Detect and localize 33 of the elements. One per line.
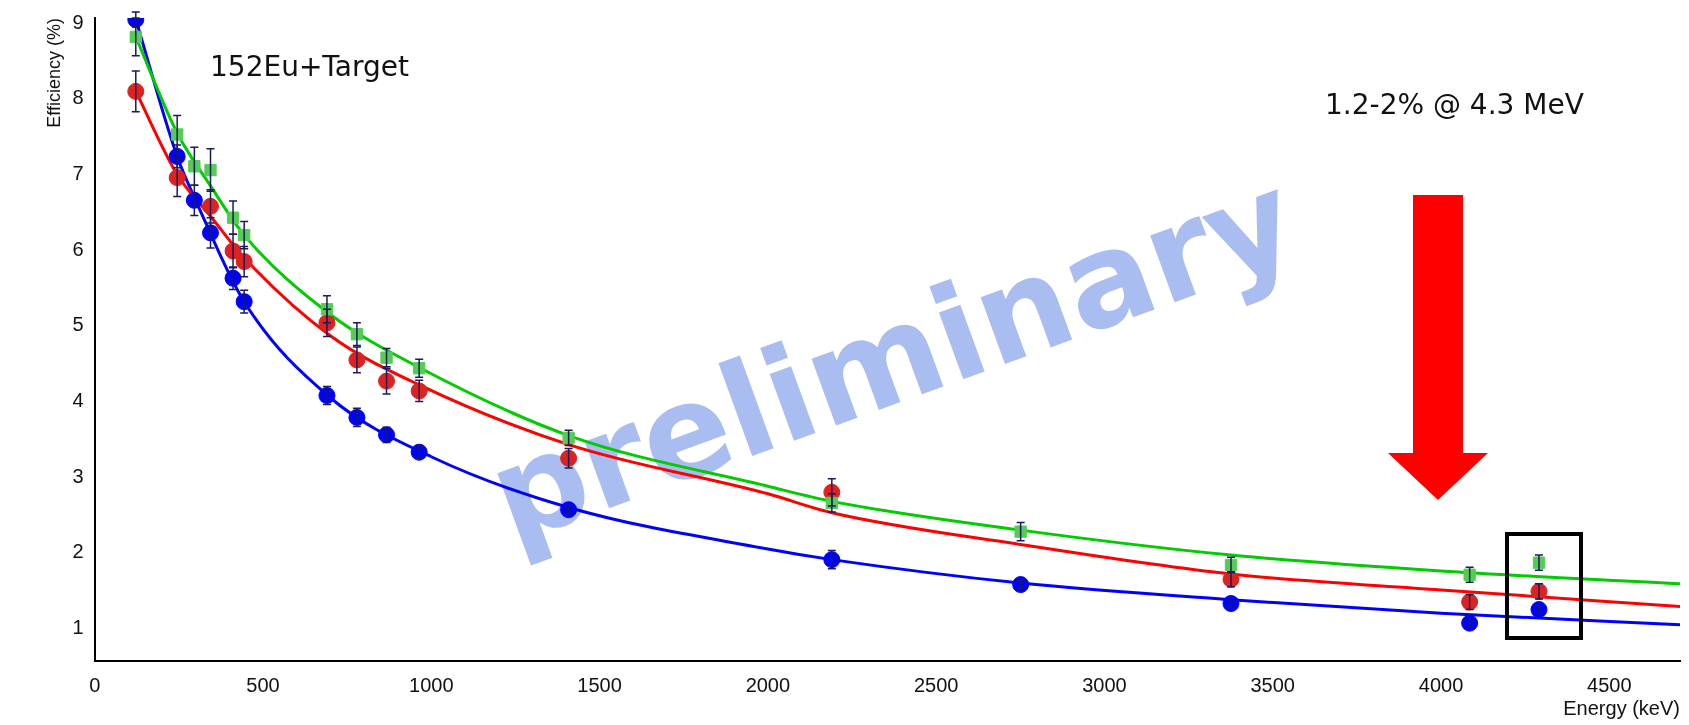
y-tick-label: 7 [72, 162, 84, 185]
y-tick-label: 8 [72, 86, 84, 109]
x-tick-label: 1500 [577, 673, 622, 696]
point [380, 351, 393, 364]
x-tick-label: 3500 [1250, 673, 1295, 696]
point [185, 191, 203, 209]
point [1530, 601, 1548, 619]
annotation: 1.2-2% @ 4.3 MeV [1325, 88, 1584, 121]
x-tick-label: 500 [246, 673, 280, 696]
y-tick-label: 4 [72, 389, 84, 412]
y-tick-label: 9 [72, 10, 84, 33]
annotation: 152Eu+Target [210, 50, 409, 83]
point [1461, 614, 1479, 632]
point [1222, 595, 1240, 613]
point [378, 372, 396, 390]
y-tick-label: 5 [72, 313, 84, 336]
y-tick-label: 1 [72, 615, 84, 638]
x-axis-title: Energy (keV) [1563, 696, 1680, 719]
y-axis-title: Efficiency (%) [43, 18, 64, 128]
point [202, 197, 220, 215]
x-tick-label: 2000 [745, 673, 791, 696]
y-tick-label: 6 [72, 237, 84, 260]
x-tick-label: 2500 [913, 673, 959, 696]
x-tick-label: 1000 [409, 673, 454, 696]
x-tick-label: 4500 [1587, 673, 1632, 696]
point [188, 160, 201, 173]
x-tick-label: 0 [89, 673, 101, 696]
x-tick-label: 4000 [1418, 673, 1464, 696]
point [410, 443, 428, 461]
point [202, 224, 220, 242]
x-tick-label: 3000 [1082, 673, 1127, 696]
y-tick-label: 3 [72, 464, 84, 487]
y-tick-label: 2 [72, 540, 84, 563]
